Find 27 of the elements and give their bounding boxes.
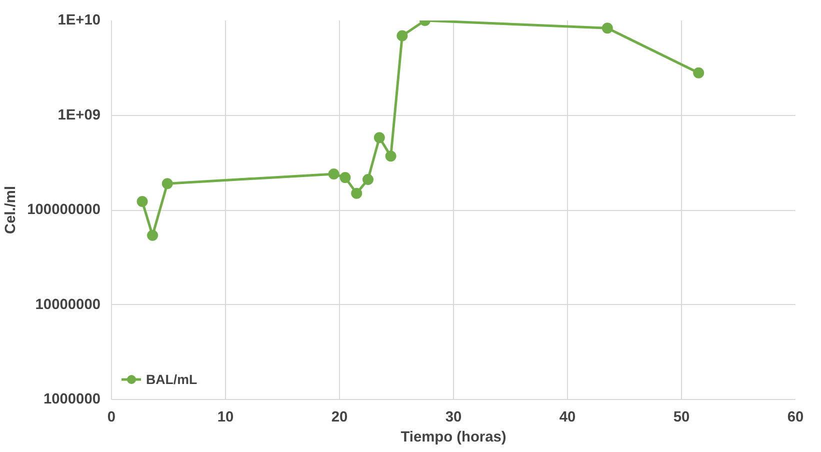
x-tick-label: 50 [673,410,690,426]
y-tick-label: 100000000 [27,202,101,218]
x-tick-label: 40 [559,410,576,426]
x-tick-label: 10 [217,410,234,426]
point [136,196,148,207]
point [374,132,385,144]
point [162,178,173,190]
point [693,67,704,78]
y-tick-label: 1E+10 [58,12,101,28]
point [362,174,374,185]
point [396,30,408,42]
y-tick-label: 10000000 [35,296,101,313]
y-tick-label: 1000000 [43,392,101,408]
point [328,168,340,180]
point [385,150,396,162]
legend-label: BAL/mL [146,372,198,386]
point [602,22,613,34]
y-axis-title: Cel./ml [3,186,20,234]
point [147,230,158,241]
x-axis-title: Tiempo (horas) [400,430,506,446]
point [340,172,351,184]
x-tick-label: 20 [331,410,348,426]
x-tick-label: 60 [787,410,804,426]
x-tick-label: 0 [107,410,116,426]
y-tick-label: 1E+09 [58,107,101,124]
point [351,188,362,199]
x-tick-label: 30 [445,410,462,426]
